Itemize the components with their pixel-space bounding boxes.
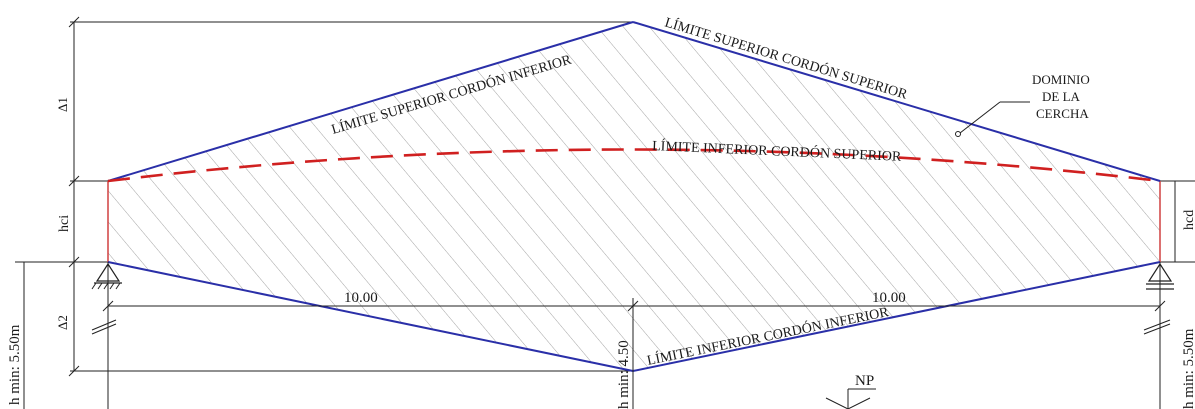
upper-chord-limit-left [107, 21, 634, 182]
dim-hmin-center: h min: 4.50 [616, 340, 632, 409]
dim-delta1: Δ1 [55, 97, 70, 112]
right-roller-support [1146, 262, 1174, 290]
dim-span-right: 10.00 [872, 290, 906, 306]
domain-leader-line [959, 101, 1001, 134]
dim-hmin-right: h min: 5.50m [1181, 328, 1195, 409]
domain-label-line2: DE LA [1042, 89, 1081, 104]
dim-hci: hci [57, 215, 72, 232]
domain-label-line3: CERCHA [1036, 106, 1089, 121]
np-level-label: NP [855, 373, 874, 389]
upper-chord-limit-right [632, 21, 1161, 182]
lower-chord-limit-right [632, 261, 1161, 372]
dim-hcd: hcd [1182, 210, 1195, 230]
dim-hmin-left: h min: 5.50m [7, 324, 23, 405]
upper-chord-lower-limit-dashed [107, 148, 1161, 183]
dim-delta2: Δ2 [55, 315, 70, 330]
dim-span-left: 10.00 [344, 290, 378, 306]
domain-leader-dot [955, 131, 961, 137]
lower-chord-limit-left [107, 261, 634, 372]
left-pin-support [91, 262, 122, 290]
np-level-marker [825, 388, 876, 409]
domain-label-line1: DOMINIO [1032, 72, 1090, 87]
truss-domain-hatch [108, 22, 1160, 371]
break-mark-right [1143, 319, 1171, 331]
break-mark-left [91, 319, 117, 331]
